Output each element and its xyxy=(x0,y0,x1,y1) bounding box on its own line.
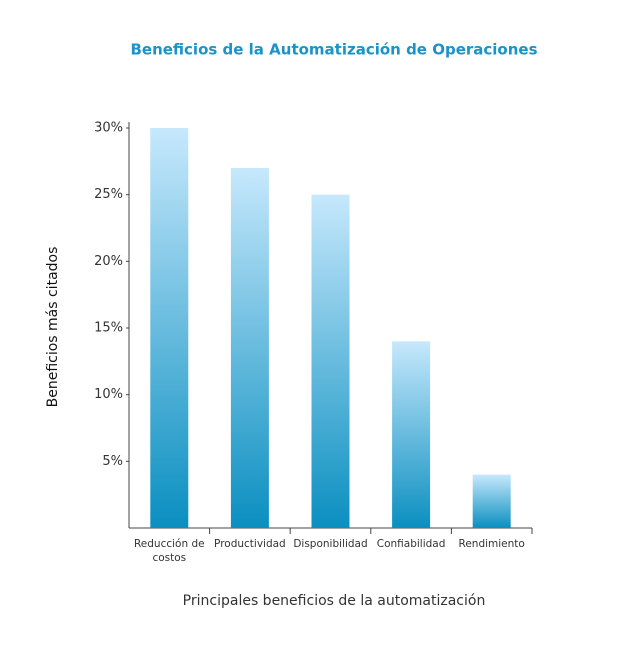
bar xyxy=(311,194,350,528)
x-tick-label: Confiabilidad xyxy=(376,538,446,550)
bar xyxy=(472,474,511,528)
y-tick-label: 10% xyxy=(94,387,123,402)
chart-title: Beneficios de la Automatización de Opera… xyxy=(130,41,537,59)
x-tick-label: Reducción de costos xyxy=(133,538,205,564)
y-tick-label: 30% xyxy=(94,121,123,136)
x-tick-label: Disponibilidad xyxy=(293,538,368,550)
y-axis-label: Beneficios más citados xyxy=(45,247,61,408)
bar xyxy=(150,128,189,528)
y-tick-label: 20% xyxy=(94,254,123,269)
y-tick-label: 25% xyxy=(94,187,123,202)
y-tick-label: 5% xyxy=(102,454,123,469)
y-tick-label: 15% xyxy=(94,321,123,336)
x-tick-label: Rendimiento xyxy=(458,538,525,550)
x-axis-label: Principales beneficios de la automatizac… xyxy=(183,593,486,609)
x-tick-label: Productividad xyxy=(214,538,286,550)
bar xyxy=(392,341,431,528)
bar xyxy=(230,168,269,528)
